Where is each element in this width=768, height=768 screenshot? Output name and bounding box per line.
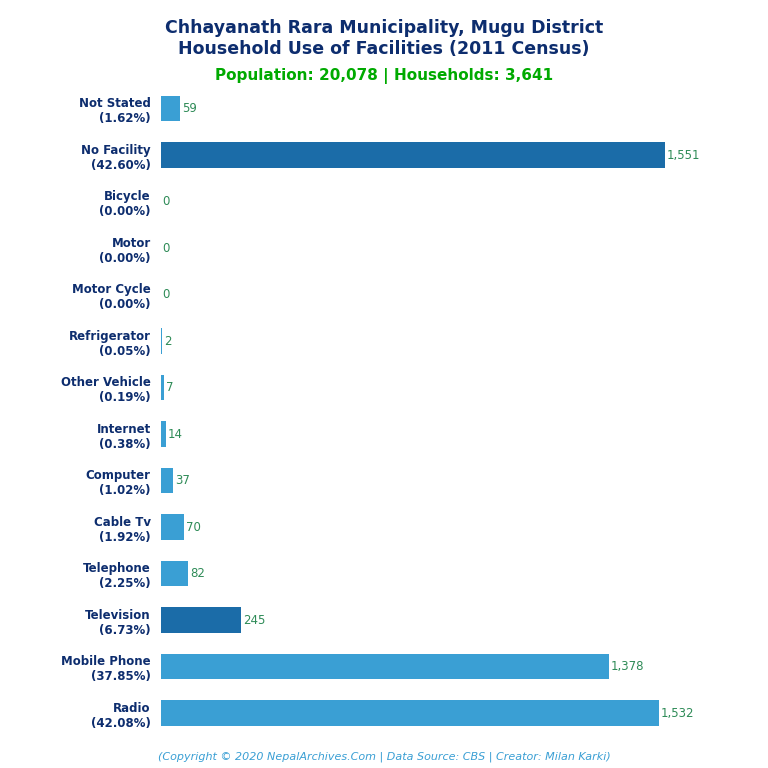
Text: 59: 59 [182, 102, 197, 115]
Bar [161, 700, 659, 726]
Text: 0: 0 [163, 195, 170, 208]
Text: (Copyright © 2020 NepalArchives.Com | Data Source: CBS | Creator: Milan Karki): (Copyright © 2020 NepalArchives.Com | Da… [157, 751, 611, 762]
Bar [161, 96, 180, 121]
Text: Household Use of Facilities (2011 Census): Household Use of Facilities (2011 Census… [178, 40, 590, 58]
Text: 1,532: 1,532 [660, 707, 694, 720]
Text: Chhayanath Rara Municipality, Mugu District: Chhayanath Rara Municipality, Mugu Distr… [165, 19, 603, 37]
Bar [161, 654, 609, 680]
Text: 82: 82 [190, 568, 205, 580]
Bar [161, 561, 188, 587]
Bar [161, 375, 164, 400]
Text: 1,378: 1,378 [611, 660, 644, 674]
Text: 1,551: 1,551 [667, 148, 700, 161]
Text: 2: 2 [164, 335, 171, 348]
Bar [161, 468, 174, 494]
Text: 70: 70 [186, 521, 201, 534]
Text: 37: 37 [175, 474, 190, 487]
Text: 0: 0 [163, 242, 170, 254]
Bar [161, 422, 166, 447]
Text: 0: 0 [163, 288, 170, 301]
Bar [161, 515, 184, 540]
Text: 7: 7 [165, 381, 173, 394]
Bar [161, 142, 665, 168]
Bar [161, 607, 241, 633]
Text: 14: 14 [167, 428, 183, 441]
Text: Population: 20,078 | Households: 3,641: Population: 20,078 | Households: 3,641 [215, 68, 553, 84]
Text: 245: 245 [243, 614, 265, 627]
